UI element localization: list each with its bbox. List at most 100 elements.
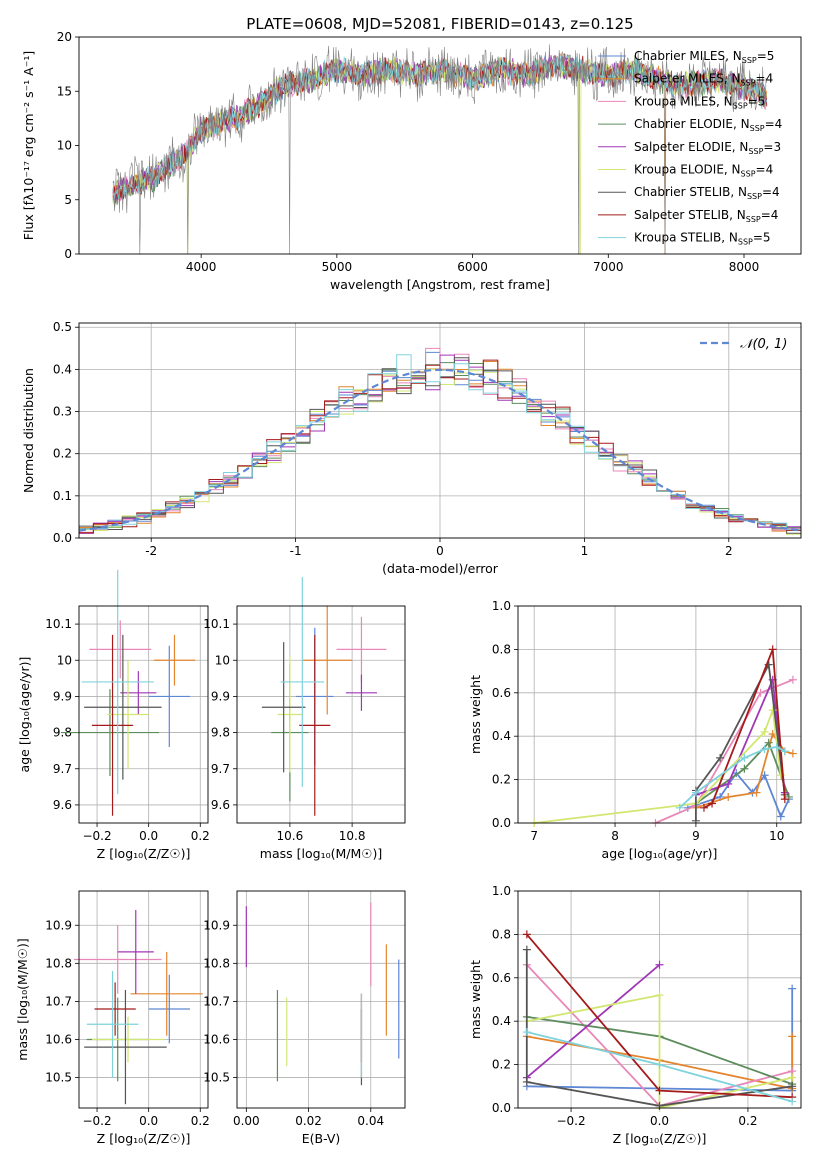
y-tick-label: 0.8 (492, 642, 511, 656)
y-tick-label: 0.2 (492, 773, 511, 787)
axes-frame (517, 890, 802, 1109)
y-tick-label: 10.6 (203, 1032, 230, 1046)
legend: Chabrier MILES, NSSP=5 Salpeter MILES, NS… (598, 49, 782, 247)
y-tick-label: 10.8 (45, 956, 72, 970)
y-tick-label: 5 (64, 193, 72, 207)
panel-spectrum: 4000 5000 6000 7000 8000 0 5 10 15 20 wavelength [… (21, 15, 802, 292)
y-tick-label: 0.4 (492, 729, 511, 743)
y-tick-label: 9.6 (53, 798, 72, 812)
legend-label: Kroupa STELIB, NSSP=5 (634, 231, 771, 247)
y-axis-label: mass [log₁₀(M/M☉)] (15, 938, 30, 1060)
weight-marker (522, 1077, 531, 1086)
legend-label: Kroupa MILES, NSSP=5 (634, 94, 765, 110)
panel-residuals: -2 -1 0 1 2 0.0 0.1 0.2 0.3 0.4 0.5 (data-model)/er… (21, 320, 802, 576)
weight-marker (655, 1101, 664, 1110)
weight-marker (724, 792, 733, 801)
y-tick-label: 10 (215, 653, 230, 667)
x-axis-label: (data-model)/error (382, 561, 499, 576)
y-axis-label: Normed distribution (21, 368, 36, 493)
y-tick-label: 10.7 (45, 994, 72, 1008)
weight-marker (788, 1073, 797, 1082)
y-tick-label: 0.2 (492, 1058, 511, 1072)
y-axis-label: age [log₁₀(age/yr)] (17, 657, 32, 773)
weight-marker (699, 803, 708, 812)
panel-mass_weight_vs_Z: −0.2 0.0 0.2 0.0 0.2 0.4 0.6 0.8 1.0 Z [log₁₀(Z/Z… (468, 884, 802, 1146)
weight-marker (788, 1032, 797, 1041)
legend-label: Salpeter MILES, NSSP=4 (634, 72, 773, 88)
y-tick-label: 9.9 (53, 689, 72, 703)
x-tick-label: -2 (145, 544, 157, 558)
x-tick-label: 5000 (322, 260, 353, 274)
y-tick-label: 0.6 (492, 686, 511, 700)
weight-line (526, 964, 661, 1079)
weight-marker (768, 706, 777, 715)
normal-curve (78, 368, 802, 532)
weight-marker (780, 747, 789, 756)
weight-marker (780, 795, 789, 804)
x-tick-label: −0.2 (82, 1114, 111, 1128)
y-axis-label: mass weight (468, 675, 483, 754)
weight-line (703, 649, 786, 809)
x-axis-label: mass [log₁₀(M/M☉)] (260, 846, 382, 861)
y-tick-label: 0.5 (53, 320, 72, 334)
y-tick-label: 0.4 (53, 362, 72, 376)
x-tick-label: 2 (725, 544, 733, 558)
x-axis-label: E(B-V) (302, 1131, 341, 1146)
weight-marker (522, 930, 531, 939)
x-tick-label: −0.2 (82, 829, 111, 843)
x-tick-label: 0.0 (139, 829, 158, 843)
y-tick-label: 10 (57, 139, 72, 153)
x-tick-label: 7 (530, 829, 538, 843)
panel-mass_vs_ebv: 0.00 0.02 0.04 10.5 10.6 10.7 10.8 10.9 E(B-V) (203, 890, 406, 1146)
x-tick-label: 0.0 (650, 1114, 669, 1128)
y-tick-label: 9.7 (211, 762, 230, 776)
axes-frame (236, 605, 406, 824)
weight-marker (724, 779, 733, 788)
weight-marker (716, 753, 725, 762)
weight-marker (752, 788, 761, 797)
weight-marker (768, 645, 777, 654)
y-tick-label: 0.2 (53, 447, 72, 461)
histogram-step (79, 354, 801, 534)
x-tick-label: 0.00 (233, 1114, 260, 1128)
y-tick-label: 10.7 (203, 994, 230, 1008)
y-axis-label: mass weight (468, 960, 483, 1039)
y-tick-label: 0.8 (492, 927, 511, 941)
weight-line (679, 746, 786, 809)
x-tick-label: 0.2 (191, 829, 210, 843)
x-axis-label: Z [log₁₀(Z/Z☉)] (97, 1131, 191, 1146)
y-axis-label: Flux [fλ10⁻¹⁷ erg cm⁻² s⁻¹ A⁻¹] (21, 51, 36, 240)
panel-mass_weight_vs_age: 7 8 9 10 0.0 0.2 0.4 0.6 0.8 1.0 age [log₁₀(age/yr… (468, 599, 802, 861)
x-tick-label: -1 (290, 544, 302, 558)
y-tick-label: 20 (57, 30, 72, 44)
axes-frame (517, 605, 802, 824)
weight-line (695, 676, 786, 796)
x-tick-label: 1 (581, 544, 589, 558)
x-tick-label: 9 (692, 829, 700, 843)
weight-marker (522, 945, 531, 954)
x-tick-label: 0.2 (738, 1114, 757, 1128)
weight-marker (691, 788, 700, 797)
x-tick-label: 7000 (593, 260, 624, 274)
panel-mass_vs_Z: −0.2 0.0 0.2 10.5 10.6 10.7 10.8 10.9 Z [log₁₀(Z… (15, 890, 210, 1146)
y-tick-label: 10.9 (45, 918, 72, 932)
y-tick-label: 9.7 (53, 762, 72, 776)
panel-age_vs_mass: 10.6 10.8 9.6 9.7 9.8 9.9 10 10.1 mass [log₁₀(M/… (203, 577, 406, 861)
legend-label: Chabrier STELIB, NSSP=4 (634, 185, 780, 201)
weight-marker (788, 749, 797, 758)
x-tick-label: 8000 (729, 260, 760, 274)
x-tick-label: 10 (769, 829, 784, 843)
y-tick-label: 10.5 (45, 1071, 72, 1085)
weight-marker (760, 745, 769, 754)
x-axis-label: Z [log₁₀(Z/Z☉)] (97, 846, 191, 861)
y-tick-label: 15 (57, 84, 72, 98)
y-tick-label: 0.0 (53, 531, 72, 545)
y-tick-label: 9.8 (211, 726, 230, 740)
weight-marker (788, 1097, 797, 1106)
legend-label: 𝒩(0, 1) (740, 337, 787, 352)
y-tick-label: 0.0 (492, 1101, 511, 1115)
x-tick-label: 6000 (457, 260, 488, 274)
weight-line (525, 949, 793, 1107)
x-axis-label: wavelength [Angstrom, rest frame] (330, 277, 550, 292)
